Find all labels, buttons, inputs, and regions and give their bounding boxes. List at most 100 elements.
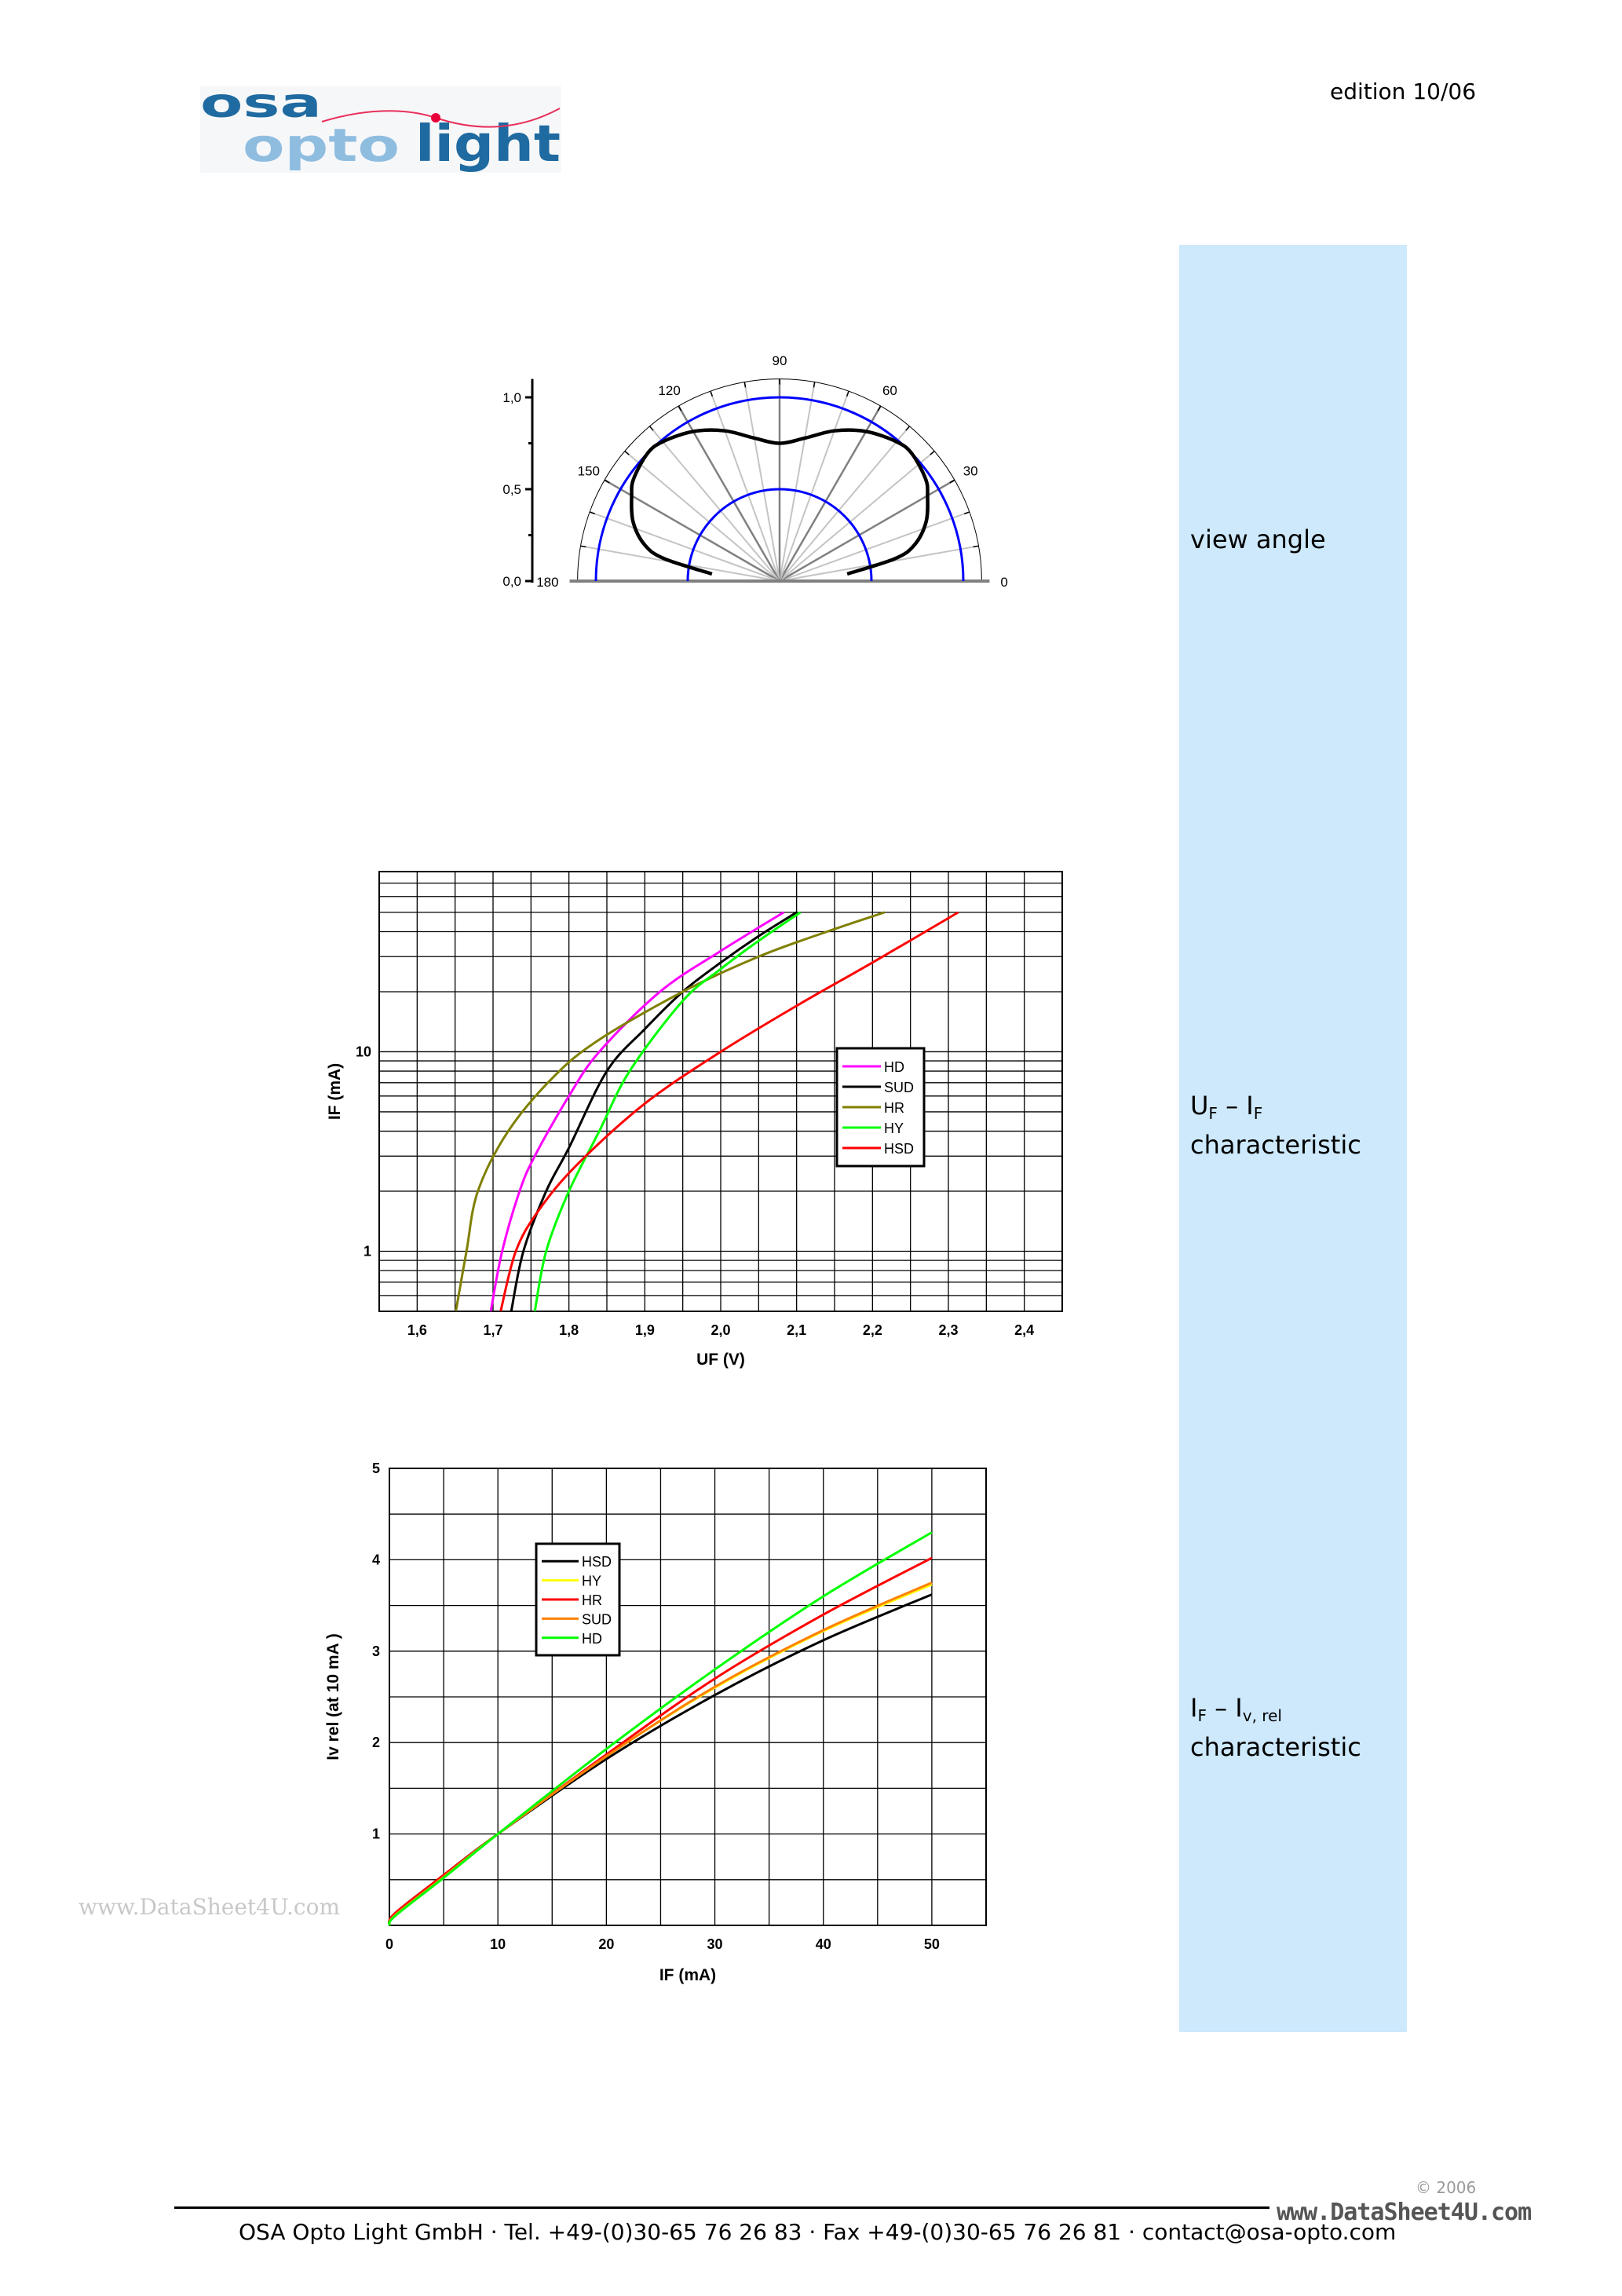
x-tick-label: 50 <box>924 1936 940 1952</box>
polar-tick <box>604 479 610 484</box>
polar-reference-circle <box>686 488 873 582</box>
polar-spoke <box>779 382 816 582</box>
y-axis-label: Iv rel (at 10 mA ) <box>324 1633 342 1760</box>
polar-tick <box>877 405 882 411</box>
polar-radial-label: 0,0 <box>502 574 521 589</box>
if-iv-chart: 0 10 20 30 40 50 1 2 3 4 5 IF (mA) Iv rel (at 10 mA … <box>324 1461 987 1984</box>
series-line-hy <box>533 911 802 1312</box>
if-iv-characteristic-label: IF – Iv, rel characteristic <box>1190 1692 1361 1763</box>
polar-tick <box>678 405 682 411</box>
polar-reference-circle <box>594 396 965 582</box>
polar-series-curve <box>630 428 930 576</box>
watermark-left: www.DataSheet4U.com <box>79 1894 341 1920</box>
polar-outer-arc <box>577 378 982 582</box>
polar-radial-label: 0,5 <box>502 482 521 497</box>
series-line-hd <box>388 1531 933 1926</box>
label-sub: F <box>1253 1104 1263 1123</box>
x-tick-label: 2,2 <box>863 1322 882 1338</box>
polar-tick <box>624 450 630 455</box>
legend: HD SUD HR HY HSD <box>835 1047 926 1168</box>
legend: HSD HY HR SUD HD <box>535 1542 621 1657</box>
x-tick-label: 40 <box>816 1936 831 1952</box>
svg-text:light: light <box>415 115 561 174</box>
x-tick-label: 2,4 <box>1014 1322 1034 1338</box>
polar-angle-label: 60 <box>882 383 897 398</box>
series-line-sud <box>510 911 798 1312</box>
polar-spoke <box>678 405 781 582</box>
label-dash: – <box>1206 1693 1236 1723</box>
polar-tick <box>589 511 595 515</box>
series-line-hr <box>455 911 886 1312</box>
x-tick-label: 2,3 <box>938 1322 958 1338</box>
x-axis-label: UF (V) <box>696 1351 745 1369</box>
legend-label: HR <box>582 1592 602 1608</box>
y-tick-label: 10 <box>356 1044 371 1059</box>
x-tick-label: 1,8 <box>559 1322 579 1338</box>
label-sub: F <box>1208 1104 1218 1123</box>
x-tick-label: 1,7 <box>483 1322 502 1338</box>
svg-text:osa: osa <box>200 82 322 127</box>
polar-spoke <box>648 426 780 582</box>
y-tick-label: 3 <box>372 1643 380 1659</box>
polar-tick <box>930 450 935 455</box>
polar-tick <box>813 382 816 388</box>
polar-tick <box>743 382 747 388</box>
sidebar-panel: view angle UF – IF characteristic IF – I… <box>1179 245 1407 2032</box>
polar-spoke <box>624 450 780 582</box>
footer-divider <box>174 2206 1269 2209</box>
label-sub: v, rel <box>1242 1706 1282 1725</box>
x-tick-label: 20 <box>598 1936 614 1952</box>
y-tick-label: 1 <box>363 1244 371 1260</box>
x-tick-label: 30 <box>707 1936 723 1952</box>
polar-tick <box>580 545 586 548</box>
y-tick-label: 4 <box>372 1552 380 1567</box>
copyright: © 2006 <box>1416 2178 1477 2197</box>
polar-spoke <box>604 479 780 583</box>
svg-text:opto: opto <box>243 119 400 172</box>
polar-spoke <box>778 405 882 582</box>
label-symbol: U <box>1190 1091 1209 1121</box>
x-tick-label: 10 <box>490 1936 506 1952</box>
polar-spoke <box>779 479 955 583</box>
polar-angle-label: 0 <box>1000 575 1007 590</box>
polar-spoke <box>710 390 780 582</box>
x-tick-label: 2,0 <box>711 1322 730 1338</box>
legend-label: HSD <box>582 1554 612 1570</box>
y-tick-label: 1 <box>372 1826 380 1842</box>
uf-if-chart: 1,6 1,7 1,8 1,9 2,0 2,1 2,2 2,3 2,4 1 10 UF (V) IF (… <box>326 871 1063 1369</box>
y-axis-label: IF (mA) <box>326 1063 344 1120</box>
x-tick-label: 1,9 <box>635 1322 655 1338</box>
label-symbol: I <box>1235 1693 1243 1723</box>
legend-label: HR <box>884 1100 904 1116</box>
x-axis-label: IF (mA) <box>659 1966 716 1984</box>
polar-angle-label: 30 <box>963 464 978 479</box>
polar-spoke <box>779 511 970 582</box>
series-line-hsd <box>499 911 959 1312</box>
label-characteristic: characteristic <box>1190 1732 1361 1762</box>
view-angle-polar-chart: 0 30 60 90 120 150 180 0,0 0,5 1,0 <box>502 353 1008 590</box>
polar-spoke <box>589 511 780 582</box>
polar-spoke <box>779 390 849 582</box>
polar-tick <box>973 545 979 548</box>
y-tick-label: 5 <box>372 1461 380 1476</box>
legend-label: HD <box>884 1059 904 1075</box>
polar-spoke <box>779 426 911 582</box>
label-symbol: I <box>1190 1693 1198 1723</box>
polar-tick <box>846 390 849 397</box>
legend-label: HY <box>582 1574 601 1589</box>
polar-spoke <box>779 450 935 582</box>
uf-if-characteristic-label: UF – IF characteristic <box>1190 1090 1361 1161</box>
polar-spoke <box>743 382 780 582</box>
view-angle-label: view angle <box>1190 525 1326 554</box>
polar-tick <box>905 426 911 431</box>
series-line-hr <box>388 1556 933 1926</box>
legend-label: SUD <box>582 1611 612 1627</box>
watermark-link[interactable]: www.DataSheet4U.com <box>1277 2199 1532 2226</box>
polar-angle-label: 120 <box>658 383 680 398</box>
polar-tick <box>710 390 714 397</box>
polar-tick <box>648 426 654 431</box>
polar-angle-label: 90 <box>773 353 787 368</box>
x-tick-label: 1,6 <box>407 1322 427 1338</box>
polar-angle-label: 180 <box>536 575 558 590</box>
